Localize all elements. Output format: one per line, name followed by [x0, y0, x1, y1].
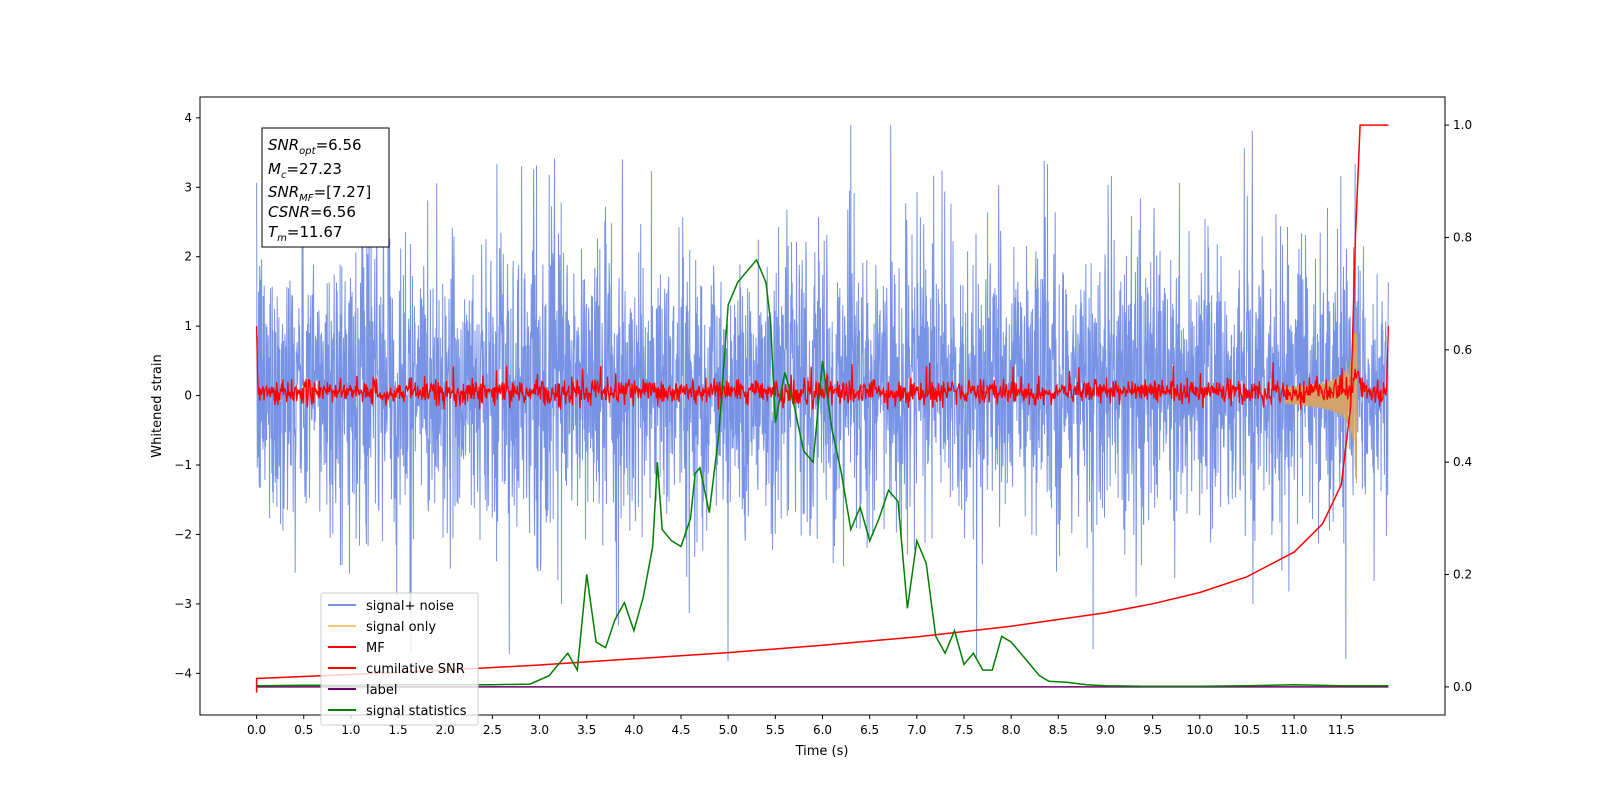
x-tick-label: 1.5 — [389, 723, 408, 737]
y-tick-label: 2 — [184, 250, 192, 264]
y-tick-label: 4 — [184, 111, 192, 125]
x-tick-label: 7.5 — [954, 723, 973, 737]
y-tick-label: −1 — [174, 458, 192, 472]
x-tick-label: 11.5 — [1328, 723, 1355, 737]
y2-tick-label: 0.2 — [1453, 568, 1472, 582]
annotation-frame — [261, 127, 390, 248]
x-tick-label: 4.0 — [624, 723, 643, 737]
annotation-snr-opt: SNRopt=6.56 — [268, 136, 362, 157]
y-tick-label: 1 — [184, 319, 192, 333]
x-tick-label: 10.5 — [1234, 723, 1261, 737]
y-tick-label: −2 — [174, 527, 192, 541]
y2-tick-label: 0.6 — [1453, 343, 1472, 357]
series-signal-statistics — [256, 258, 1389, 688]
y-tick-label: 3 — [184, 180, 192, 194]
x-tick-label: 9.0 — [1096, 723, 1115, 737]
legend-label: label — [366, 683, 397, 698]
x-tick-label: 0.0 — [247, 723, 266, 737]
x-tick-label: 5.0 — [719, 723, 738, 737]
x-tick-label: 9.5 — [1143, 723, 1162, 737]
y-tick-label: −3 — [174, 597, 192, 611]
x-axis: 0.0 0.5 1.0 1.5 2.0 2.5 3.0 3.5 4.0 4.5 5.0 5.5 6.0 6… — [247, 715, 1355, 737]
x-tick-label: 7.0 — [907, 723, 926, 737]
legend-label: MF — [366, 641, 385, 656]
x-tick-label: 8.0 — [1002, 723, 1021, 737]
y-axis-right: 1.0 0.8 0.6 0.4 0.2 0.0 — [1445, 118, 1472, 694]
annotation-box: SNRopt=6.56 Mc=27.23 SNRMF=[7.27] CSNR=6… — [261, 127, 390, 248]
y2-tick-label: 0.4 — [1453, 455, 1472, 469]
y2-tick-label: 0.0 — [1453, 680, 1472, 694]
annotation-snr-mf: SNRMF=[7.27] — [268, 183, 371, 204]
y-axis-label: Whitened strain — [150, 354, 165, 457]
x-tick-label: 6.5 — [860, 723, 879, 737]
legend-label: cumilative SNR — [366, 662, 465, 677]
x-tick-label: 8.5 — [1049, 723, 1068, 737]
annotation-csnr: CSNR=6.56 — [268, 203, 356, 221]
annotation-mc: Mc=27.23 — [268, 160, 342, 181]
series-mf — [255, 326, 1390, 410]
mf-line — [255, 326, 1390, 410]
legend: signal+ noise signal only MF cumilative SNR… — [320, 592, 479, 726]
x-tick-label: 0.5 — [294, 723, 313, 737]
y2-tick-label: 1.0 — [1453, 118, 1472, 132]
x-tick-label: 4.5 — [671, 723, 690, 737]
x-tick-label: 5.5 — [766, 723, 785, 737]
x-tick-label: 3.0 — [530, 723, 549, 737]
signal-statistics-line — [256, 258, 1389, 688]
legend-label: signal only — [366, 620, 436, 635]
x-tick-label: 1.0 — [341, 723, 360, 737]
x-tick-label: 2.5 — [483, 723, 502, 737]
legend-label: signal+ noise — [366, 599, 454, 614]
x-tick-label: 2.0 — [436, 723, 455, 737]
x-tick-label: 10.0 — [1186, 723, 1213, 737]
x-tick-label: 3.5 — [577, 723, 596, 737]
legend-label: signal statistics — [366, 704, 467, 719]
legend-frame — [320, 592, 479, 726]
annotation-tm: Tm=11.67 — [268, 223, 342, 244]
y-tick-label: 0 — [184, 389, 192, 403]
signal-noise-line — [256, 124, 1389, 661]
x-tick-label: 6.0 — [813, 723, 832, 737]
y2-tick-label: 0.8 — [1453, 230, 1472, 244]
x-axis-label: Time (s) — [795, 744, 849, 759]
series-signal-noise — [256, 124, 1389, 661]
x-tick-label: 11.0 — [1281, 723, 1308, 737]
y-tick-label: −4 — [174, 666, 192, 680]
y-axis-left: 4 3 2 1 0 −1 −2 −3 −4 — [174, 111, 200, 680]
